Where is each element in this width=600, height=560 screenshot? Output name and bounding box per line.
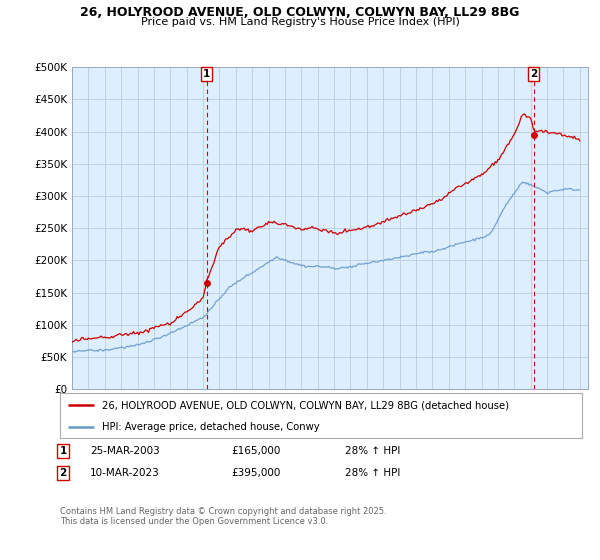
Text: 26, HOLYROOD AVENUE, OLD COLWYN, COLWYN BAY, LL29 8BG (detached house): 26, HOLYROOD AVENUE, OLD COLWYN, COLWYN … <box>102 400 509 410</box>
Text: 2: 2 <box>59 468 67 478</box>
Text: Price paid vs. HM Land Registry's House Price Index (HPI): Price paid vs. HM Land Registry's House … <box>140 17 460 27</box>
Text: 1: 1 <box>203 69 211 78</box>
Text: Contains HM Land Registry data © Crown copyright and database right 2025.
This d: Contains HM Land Registry data © Crown c… <box>60 507 386 526</box>
Text: £395,000: £395,000 <box>231 468 280 478</box>
Text: 10-MAR-2023: 10-MAR-2023 <box>90 468 160 478</box>
Text: 25-MAR-2003: 25-MAR-2003 <box>90 446 160 456</box>
Text: 28% ↑ HPI: 28% ↑ HPI <box>345 446 400 456</box>
Text: 28% ↑ HPI: 28% ↑ HPI <box>345 468 400 478</box>
Text: £165,000: £165,000 <box>231 446 280 456</box>
Text: HPI: Average price, detached house, Conwy: HPI: Average price, detached house, Conw… <box>102 422 319 432</box>
Text: 1: 1 <box>59 446 67 456</box>
Text: 26, HOLYROOD AVENUE, OLD COLWYN, COLWYN BAY, LL29 8BG: 26, HOLYROOD AVENUE, OLD COLWYN, COLWYN … <box>80 6 520 18</box>
Text: 2: 2 <box>530 69 538 78</box>
